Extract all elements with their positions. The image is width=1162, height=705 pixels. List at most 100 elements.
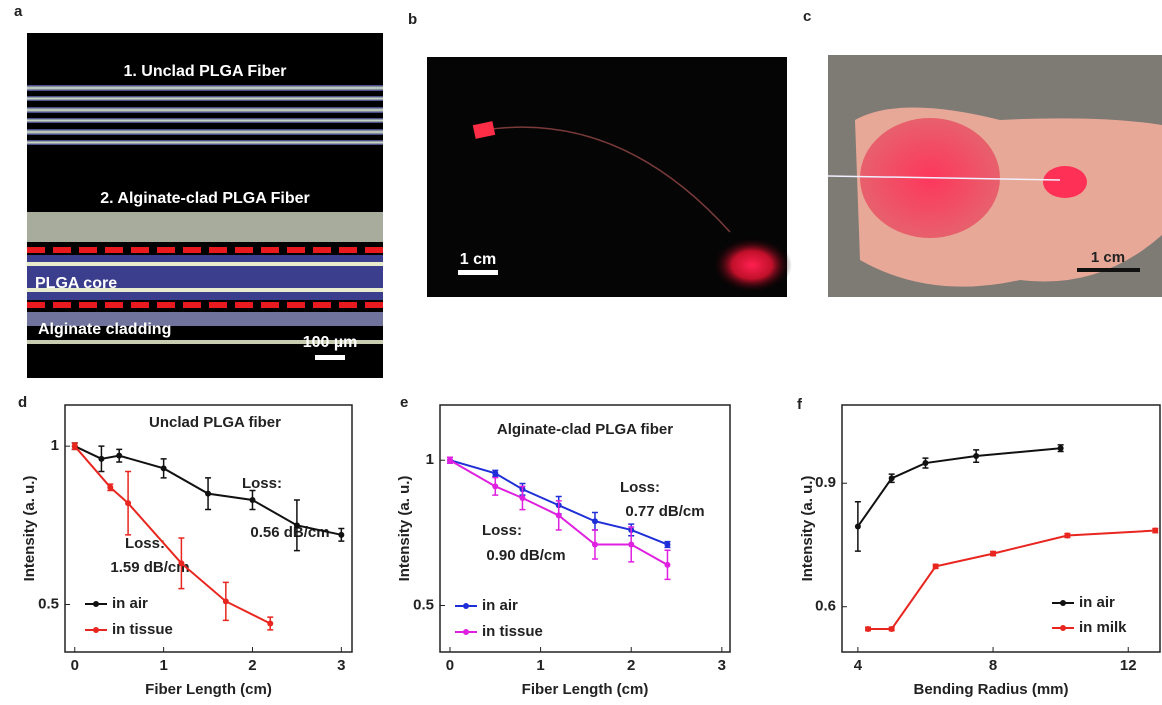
data-point <box>267 620 274 627</box>
y-tick-label: 1 <box>51 437 59 454</box>
y-axis-label: Intensity (a. u.) <box>396 476 413 582</box>
light-spot <box>1043 166 1087 198</box>
legend-label: in air <box>1079 594 1115 611</box>
data-point <box>178 560 185 567</box>
data-point <box>888 625 895 632</box>
image-label: 1. Unclad PLGA Fiber <box>124 63 287 80</box>
legend-marker <box>93 601 99 607</box>
x-tick-label: 8 <box>989 657 997 674</box>
fiber <box>484 126 731 233</box>
x-tick-label: 12 <box>1120 657 1137 674</box>
data-point <box>205 490 212 497</box>
data-point <box>107 484 114 491</box>
annotation: Loss: <box>620 479 660 496</box>
fiber-stripes <box>27 85 383 344</box>
data-point <box>865 625 872 632</box>
data-point <box>1064 532 1071 539</box>
data-point <box>854 523 861 530</box>
data-point <box>591 541 598 548</box>
plot-frame <box>64 404 353 653</box>
legend-marker <box>463 629 469 635</box>
legend-label: in air <box>482 597 518 614</box>
x-tick-label: 3 <box>718 657 726 674</box>
data-point <box>249 497 256 503</box>
series-line <box>868 529 1156 630</box>
panel-label: c <box>803 8 811 25</box>
y-tick-label: 0.5 <box>413 596 434 613</box>
data-point <box>160 465 167 472</box>
x-tick-label: 1 <box>159 657 167 674</box>
legend-label: in milk <box>1079 619 1127 636</box>
scale-bar <box>315 355 345 360</box>
y-tick-label: 0.5 <box>38 595 59 612</box>
panel-a: a 1. Unclad PLGA Fiber 2. Alginate-clad … <box>14 3 383 378</box>
panel-b: b 1 cm <box>408 11 792 297</box>
x-tick-label: 0 <box>446 657 454 674</box>
scale-label: 1 cm <box>460 251 496 268</box>
image-label: PLGA core <box>35 275 117 292</box>
legend-marker <box>1060 600 1066 606</box>
scale-bar <box>458 270 498 275</box>
chart-title: Unclad PLGA fiber <box>149 414 281 431</box>
light-source <box>472 121 496 139</box>
data-point <box>664 541 671 548</box>
y-tick-label: 0.6 <box>815 598 836 615</box>
scale-bar <box>1077 268 1140 272</box>
x-tick-label: 3 <box>337 657 345 674</box>
panel-label: a <box>14 3 23 20</box>
panel-label: f <box>797 396 803 413</box>
series-line <box>857 447 1061 528</box>
scale-label: 1 cm <box>1091 249 1125 266</box>
legend-marker <box>463 603 469 609</box>
data-point <box>1152 527 1159 534</box>
annotation: 0.90 dB/cm <box>486 547 565 564</box>
data-point <box>628 541 635 548</box>
annotation: Loss: <box>482 522 522 539</box>
fiber <box>827 175 1061 181</box>
x-tick-label: 2 <box>627 657 635 674</box>
data-point <box>222 598 229 605</box>
annotation: 0.56 dB/cm <box>250 524 329 541</box>
legend-marker <box>1060 625 1066 631</box>
scale-label: 100 µm <box>303 334 358 351</box>
series-line <box>74 445 342 536</box>
plot-frame <box>439 404 731 653</box>
data-point <box>932 563 939 570</box>
x-tick-label: 2 <box>248 657 256 674</box>
legend-label: in air <box>112 595 148 612</box>
panel-label: b <box>408 11 417 28</box>
chart-title: Alginate-clad PLGA fiber <box>497 421 673 438</box>
image-label: Alginate cladding <box>38 321 171 338</box>
x-axis-label: Fiber Length (cm) <box>522 681 649 698</box>
x-tick-label: 1 <box>536 657 544 674</box>
legend-label: in tissue <box>112 621 173 638</box>
annotation: Loss: <box>242 475 282 492</box>
data-point <box>973 453 980 460</box>
data-point <box>1057 445 1064 452</box>
y-tick-label: 1 <box>426 451 434 468</box>
x-axis-label: Bending Radius (mm) <box>913 681 1068 698</box>
data-point <box>664 561 671 568</box>
x-axis-label: Fiber Length (cm) <box>145 681 272 698</box>
data-point <box>71 443 78 450</box>
data-point <box>492 483 499 490</box>
data-point <box>555 512 562 519</box>
data-point <box>338 531 345 538</box>
panel-label: d <box>18 394 27 411</box>
panel-label: e <box>400 394 408 411</box>
annotation: 1.59 dB/cm <box>110 559 189 576</box>
light-spot <box>712 237 792 293</box>
y-tick-label: 0.9 <box>815 474 836 491</box>
data-point <box>888 475 895 482</box>
y-axis-label: Intensity (a. u.) <box>21 476 38 582</box>
data-point <box>446 457 453 464</box>
data-point <box>922 460 929 467</box>
data-point <box>125 500 132 507</box>
series-line <box>74 445 271 625</box>
data-point <box>990 550 997 557</box>
legend-marker <box>93 627 99 633</box>
data-point <box>591 518 598 525</box>
panel-c: c 1 cm <box>803 8 1162 297</box>
legend-label: in tissue <box>482 623 543 640</box>
